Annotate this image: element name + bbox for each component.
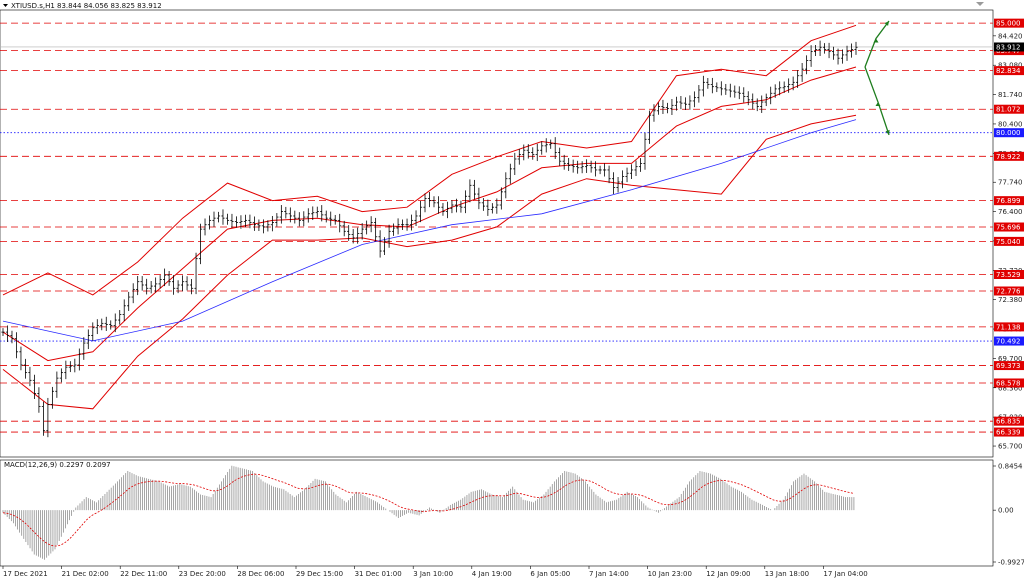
y-tick-label: 65.700	[998, 443, 1023, 451]
level-label-box	[994, 18, 1024, 28]
level-label-box	[994, 151, 1024, 161]
level-label: 66.835	[996, 418, 1021, 426]
x-tick-label: 21 Dec 02:00	[62, 570, 109, 578]
x-tick-label: 29 Dec 15:00	[296, 570, 343, 578]
triangle-down-icon	[3, 4, 8, 7]
level-label-box	[994, 361, 1024, 371]
price-bars	[1, 40, 858, 438]
level-label: 81.072	[996, 106, 1021, 114]
level-label-box	[994, 128, 1024, 138]
level-label-box	[994, 66, 1024, 76]
x-tick-label: 31 Dec 01:00	[355, 570, 402, 578]
y-tick-label: 69.700	[998, 355, 1023, 363]
level-label: 85.000	[996, 20, 1021, 28]
price-marker-label: 83.912	[996, 43, 1021, 51]
level-label: 68.578	[996, 379, 1021, 387]
price-marker-box	[994, 42, 1024, 52]
projection-arrow-up-head	[884, 20, 889, 26]
y-tick-label: 77.740	[998, 179, 1023, 187]
y-tick-label: 83.080	[998, 62, 1023, 70]
projection-arrow-down-mid	[875, 102, 881, 107]
y-tick-label: 68.360	[998, 384, 1023, 392]
level-label: 72.776	[996, 287, 1021, 295]
level-label-box	[994, 104, 1024, 114]
moving-average-line	[2, 119, 857, 342]
bollinger-upper-line	[2, 24, 857, 296]
macd-panel-frame	[0, 459, 994, 567]
level-label-box	[994, 269, 1024, 279]
level-label: 78.922	[996, 153, 1021, 161]
scroll-marker-icon	[976, 2, 984, 6]
main-panel-frame	[0, 9, 994, 458]
level-label-box	[994, 222, 1024, 232]
level-label-box	[994, 286, 1024, 296]
projection-arrow-up-mid	[873, 38, 879, 43]
projection-arrow-down-head	[885, 129, 890, 135]
x-tick-label: 13 Jan 18:00	[765, 570, 809, 578]
x-tick-label: 7 Jan 14:00	[589, 570, 629, 578]
level-label: 70.492	[996, 338, 1021, 346]
macd-y-tick-label: 0.8454	[998, 463, 1023, 471]
level-label: 75.040	[996, 238, 1021, 246]
macd-histogram	[2, 465, 855, 560]
level-label: 69.373	[996, 362, 1021, 370]
level-label: 76.899	[996, 197, 1021, 205]
y-tick-label: 81.740	[998, 91, 1023, 99]
level-label-box	[994, 427, 1024, 437]
macd-y-tick-label: -0.9927	[998, 559, 1024, 567]
level-label-box	[994, 416, 1024, 426]
symbol-header: XTIUSD.s,H1 83.844 84.056 83.825 83.912	[11, 2, 162, 10]
level-label: 73.529	[996, 271, 1021, 279]
level-label: 75.696	[996, 224, 1021, 232]
bollinger-middle-line	[2, 66, 857, 362]
y-tick-label: 80.400	[998, 120, 1023, 128]
x-tick-label: 3 Jan 10:00	[413, 570, 453, 578]
y-tick-label: 76.400	[998, 208, 1023, 216]
x-tick-label: 22 Dec 11:00	[120, 570, 167, 578]
projection-arrow-down	[864, 66, 890, 136]
y-tick-label: 84.420	[998, 32, 1023, 40]
level-label-box	[994, 336, 1024, 346]
level-label: 66.339	[996, 429, 1021, 437]
x-tick-label: 4 Jan 19:00	[472, 570, 512, 578]
macd-signal-line	[2, 473, 854, 547]
macd-header: MACD(12,26,9) 0.2297 0.2097	[4, 461, 111, 469]
x-tick-label: 10 Jan 23:00	[648, 570, 692, 578]
level-label-box	[994, 378, 1024, 388]
x-tick-label: 6 Jan 05:00	[530, 570, 570, 578]
level-label-box	[994, 196, 1024, 206]
x-tick-label: 17 Jan 04:00	[823, 570, 867, 578]
level-label-box	[994, 322, 1024, 332]
y-tick-label: 72.380	[998, 296, 1023, 304]
level-label: 82.834	[996, 67, 1021, 75]
bollinger-lower-line	[2, 114, 857, 410]
macd-y-tick-label: 0.00	[998, 507, 1014, 515]
x-tick-label: 23 Dec 20:00	[179, 570, 226, 578]
level-label: 71.138	[996, 323, 1021, 331]
level-label-box	[994, 236, 1024, 246]
x-tick-label: 28 Dec 06:00	[237, 570, 284, 578]
x-tick-label: 12 Jan 09:00	[706, 570, 750, 578]
x-tick-label: 17 Dec 2021	[3, 570, 48, 578]
level-label: 80.000	[996, 129, 1021, 137]
